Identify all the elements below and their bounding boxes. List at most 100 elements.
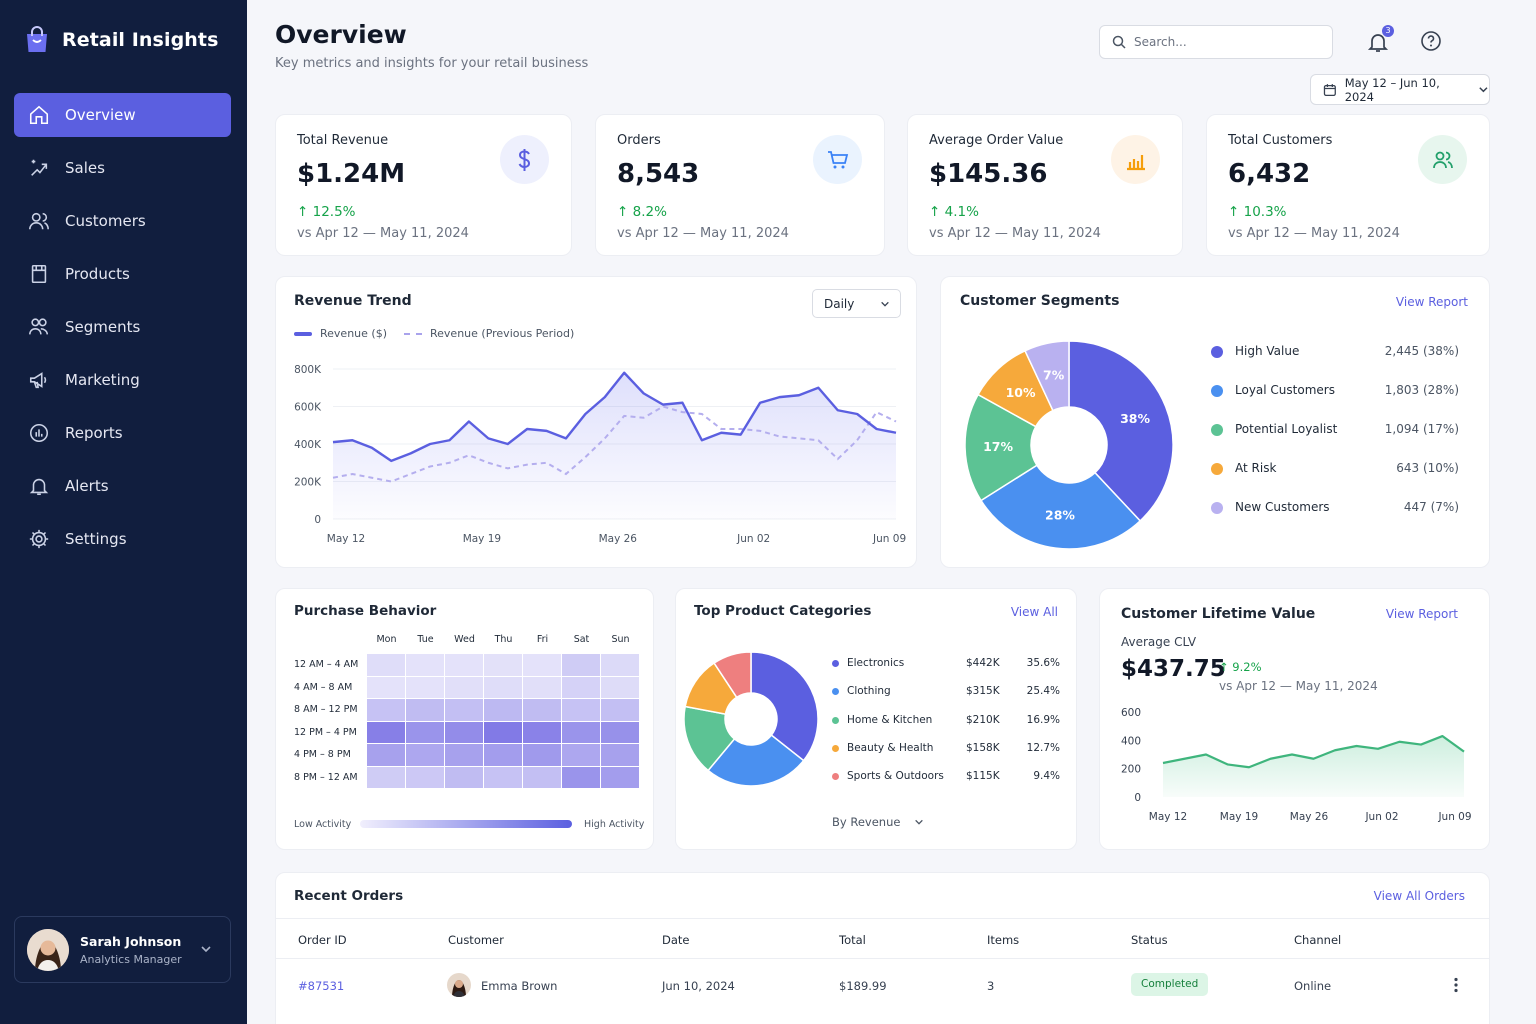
heatmap-cell[interactable] [367, 766, 405, 788]
view-all-orders-link[interactable]: View All Orders [1373, 889, 1465, 903]
user-profile-card[interactable]: Sarah Johnson Analytics Manager [14, 916, 231, 983]
heatmap-cell[interactable] [367, 744, 405, 766]
legend-previous: Revenue (Previous Period) [404, 327, 574, 340]
legend-value: 1,803 (28%) [1384, 383, 1459, 397]
legend-item: Home & Kitchen $210K 16.9% [832, 714, 1060, 730]
column-header[interactable]: Status [1131, 933, 1168, 947]
sidebar-item-alerts[interactable]: Alerts [14, 464, 231, 508]
more-options-icon[interactable] [1452, 977, 1460, 993]
view-report-link[interactable]: View Report [1395, 295, 1468, 309]
heatmap-cell[interactable] [562, 699, 600, 721]
heatmap-cell[interactable] [523, 721, 561, 743]
heatmap-cell[interactable] [601, 766, 639, 788]
heatmap-cell[interactable] [406, 654, 444, 676]
sidebar-item-label: Settings [65, 530, 127, 548]
heatmap-cell[interactable] [601, 744, 639, 766]
notifications-bell-icon[interactable] [1366, 30, 1390, 54]
sidebar-item-products[interactable]: Products [14, 252, 231, 296]
view-report-link[interactable]: View Report [1385, 607, 1458, 621]
heatmap-cell[interactable] [484, 699, 522, 721]
cart-icon [813, 135, 862, 184]
order-channel: Online [1294, 979, 1332, 993]
heatmap-cell[interactable] [484, 721, 522, 743]
sort-select[interactable]: By Revenue [832, 815, 924, 829]
x-tick-label: Jun 09 [872, 533, 906, 545]
legend-swatch [294, 331, 312, 336]
heatmap-cell[interactable] [601, 676, 639, 698]
heatmap-cell[interactable] [445, 654, 483, 676]
heatmap-cell[interactable] [445, 744, 483, 766]
heatmap-cell[interactable] [523, 654, 561, 676]
sidebar-item-marketing[interactable]: Marketing [14, 358, 231, 402]
heatmap-cell[interactable] [484, 766, 522, 788]
heatmap-cell[interactable] [601, 654, 639, 676]
heatmap-cell[interactable] [367, 721, 405, 743]
heatmap-cell[interactable] [562, 654, 600, 676]
heatmap-cell[interactable] [406, 676, 444, 698]
legend-item: New Customers 447 (7%) [1211, 500, 1459, 518]
heatmap-cell[interactable] [562, 721, 600, 743]
search-input[interactable] [1134, 35, 1314, 49]
search-box[interactable] [1099, 25, 1333, 59]
legend-label: Loyal Customers [1235, 383, 1335, 397]
heatmap-cell[interactable] [445, 721, 483, 743]
heatmap-cell[interactable] [484, 744, 522, 766]
heatmap-cell[interactable] [562, 676, 600, 698]
sidebar-item-overview[interactable]: Overview [14, 93, 231, 137]
heatmap-cell[interactable] [367, 654, 405, 676]
column-header[interactable]: Date [662, 933, 690, 947]
chevron-down-icon [881, 301, 889, 307]
column-header[interactable]: Order ID [298, 933, 347, 947]
heatmap-cell[interactable] [562, 766, 600, 788]
date-range-picker[interactable]: May 12 – Jun 10, 2024 [1310, 74, 1490, 105]
table-divider [276, 958, 1489, 959]
view-all-link[interactable]: View All [1010, 605, 1058, 619]
heatmap-cell[interactable] [523, 676, 561, 698]
order-date: Jun 10, 2024 [662, 979, 735, 993]
sidebar-item-settings[interactable]: Settings [14, 517, 231, 561]
heatmap-cell[interactable] [484, 676, 522, 698]
order-id-link[interactable]: #87531 [298, 979, 345, 993]
heatmap-cell[interactable] [601, 699, 639, 721]
heatmap-cell[interactable] [367, 699, 405, 721]
heatmap-cell[interactable] [406, 766, 444, 788]
sidebar-item-customers[interactable]: Customers [14, 199, 231, 243]
heatmap-cell[interactable] [367, 676, 405, 698]
heatmap-cell[interactable] [523, 699, 561, 721]
heatmap-cell[interactable] [523, 744, 561, 766]
sidebar-item-sales[interactable]: Sales [14, 146, 231, 190]
legend-value: 447 (7%) [1403, 500, 1459, 514]
heatmap-cell[interactable] [445, 699, 483, 721]
shopping-bag-logo-icon [27, 26, 47, 52]
column-header[interactable]: Items [987, 933, 1020, 947]
heatmap-cell[interactable] [406, 699, 444, 721]
heatmap-day-label: Fri [536, 634, 549, 645]
low-activity-label: Low Activity [294, 819, 352, 830]
granularity-select[interactable]: Daily [812, 289, 901, 318]
heatmap-cell[interactable] [523, 766, 561, 788]
heatmap-cell[interactable] [484, 654, 522, 676]
kpi-label: Orders [617, 133, 661, 148]
heatmap-cell[interactable] [406, 744, 444, 766]
heatmap-cell[interactable] [562, 744, 600, 766]
legend-swatch [404, 332, 422, 335]
high-activity-label: High Activity [584, 819, 645, 830]
heatmap-cell[interactable] [445, 766, 483, 788]
donut-slice [1024, 340, 1070, 412]
sidebar-item-label: Alerts [65, 477, 109, 495]
column-header[interactable]: Customer [448, 933, 504, 947]
chevron-down-icon[interactable] [200, 943, 212, 955]
heatmap-cell[interactable] [601, 721, 639, 743]
brand[interactable]: Retail Insights [24, 26, 219, 54]
column-header[interactable]: Channel [1294, 933, 1342, 947]
sidebar-item-segments[interactable]: Segments [14, 305, 231, 349]
legend-label: Sports & Outdoors [847, 770, 944, 783]
sidebar-item-reports[interactable]: Reports [14, 411, 231, 455]
column-header[interactable]: Total [839, 933, 866, 947]
notification-count-badge: 3 [1382, 25, 1394, 37]
clv-area-chart: 600 400 200 0 May 12 May 19 May 26 Jun 02 Jun 09 [1121, 707, 1472, 823]
heatmap-cell[interactable] [445, 676, 483, 698]
help-icon[interactable] [1420, 30, 1442, 52]
heatmap-slot-label: 8 AM – 12 PM [294, 704, 358, 715]
heatmap-cell[interactable] [406, 721, 444, 743]
